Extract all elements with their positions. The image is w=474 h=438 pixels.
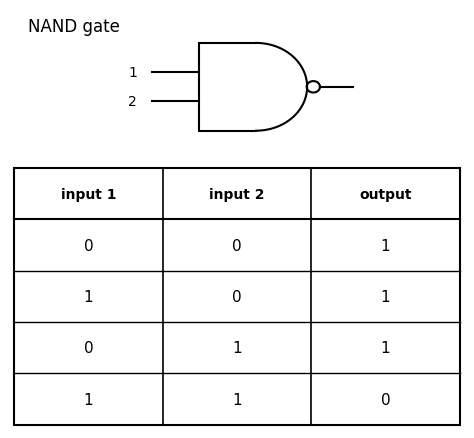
Text: 1: 1 (232, 340, 242, 356)
Text: input 2: input 2 (209, 187, 265, 201)
Text: 1: 1 (381, 289, 390, 304)
Text: input 1: input 1 (61, 187, 116, 201)
Text: 1: 1 (232, 392, 242, 407)
Text: 1: 1 (381, 238, 390, 253)
Text: 2: 2 (128, 95, 137, 109)
Text: 1: 1 (128, 66, 137, 80)
Text: NAND gate: NAND gate (28, 18, 120, 35)
Text: 0: 0 (232, 238, 242, 253)
Text: 0: 0 (84, 340, 93, 356)
Text: output: output (359, 187, 412, 201)
Text: 1: 1 (84, 289, 93, 304)
Bar (14, 169, 460, 425)
Text: 0: 0 (84, 238, 93, 253)
Text: 1: 1 (84, 392, 93, 407)
Text: 0: 0 (232, 289, 242, 304)
Text: 1: 1 (381, 340, 390, 356)
Text: 0: 0 (381, 392, 390, 407)
